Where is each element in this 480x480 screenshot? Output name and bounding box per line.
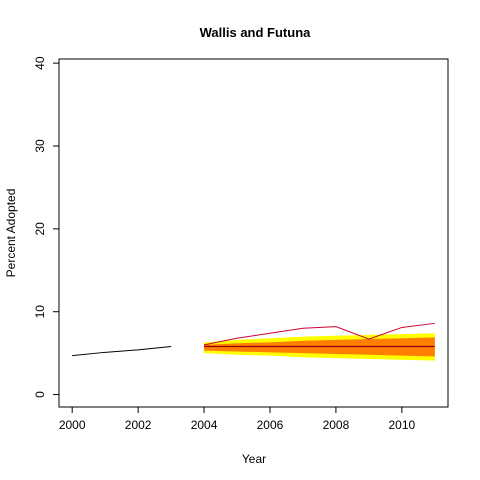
series-lines — [72, 322, 435, 357]
x-tick-label: 2004 — [191, 418, 218, 432]
y-tick-label: 40 — [33, 56, 47, 70]
observed-line — [203, 322, 435, 346]
x-tick-label: 2010 — [388, 418, 415, 432]
y-axis-label: Percent Adopted — [4, 189, 18, 278]
x-axis-label: Year — [242, 452, 266, 466]
y-tick-label: 10 — [33, 305, 47, 319]
x-axis: 2000 2002 2004 2006 2008 2010 — [59, 406, 416, 432]
y-tick-label: 20 — [33, 222, 47, 236]
x-tick-label: 2008 — [323, 418, 350, 432]
y-tick-label: 0 — [33, 391, 47, 398]
historical-line — [72, 346, 172, 357]
chart-title: Wallis and Futuna — [200, 25, 312, 40]
y-axis: 0 10 20 30 40 — [33, 56, 60, 398]
x-tick-label: 2006 — [257, 418, 284, 432]
x-tick-label: 2000 — [59, 418, 86, 432]
y-tick-label: 30 — [33, 139, 47, 153]
x-tick-label: 2002 — [125, 418, 152, 432]
